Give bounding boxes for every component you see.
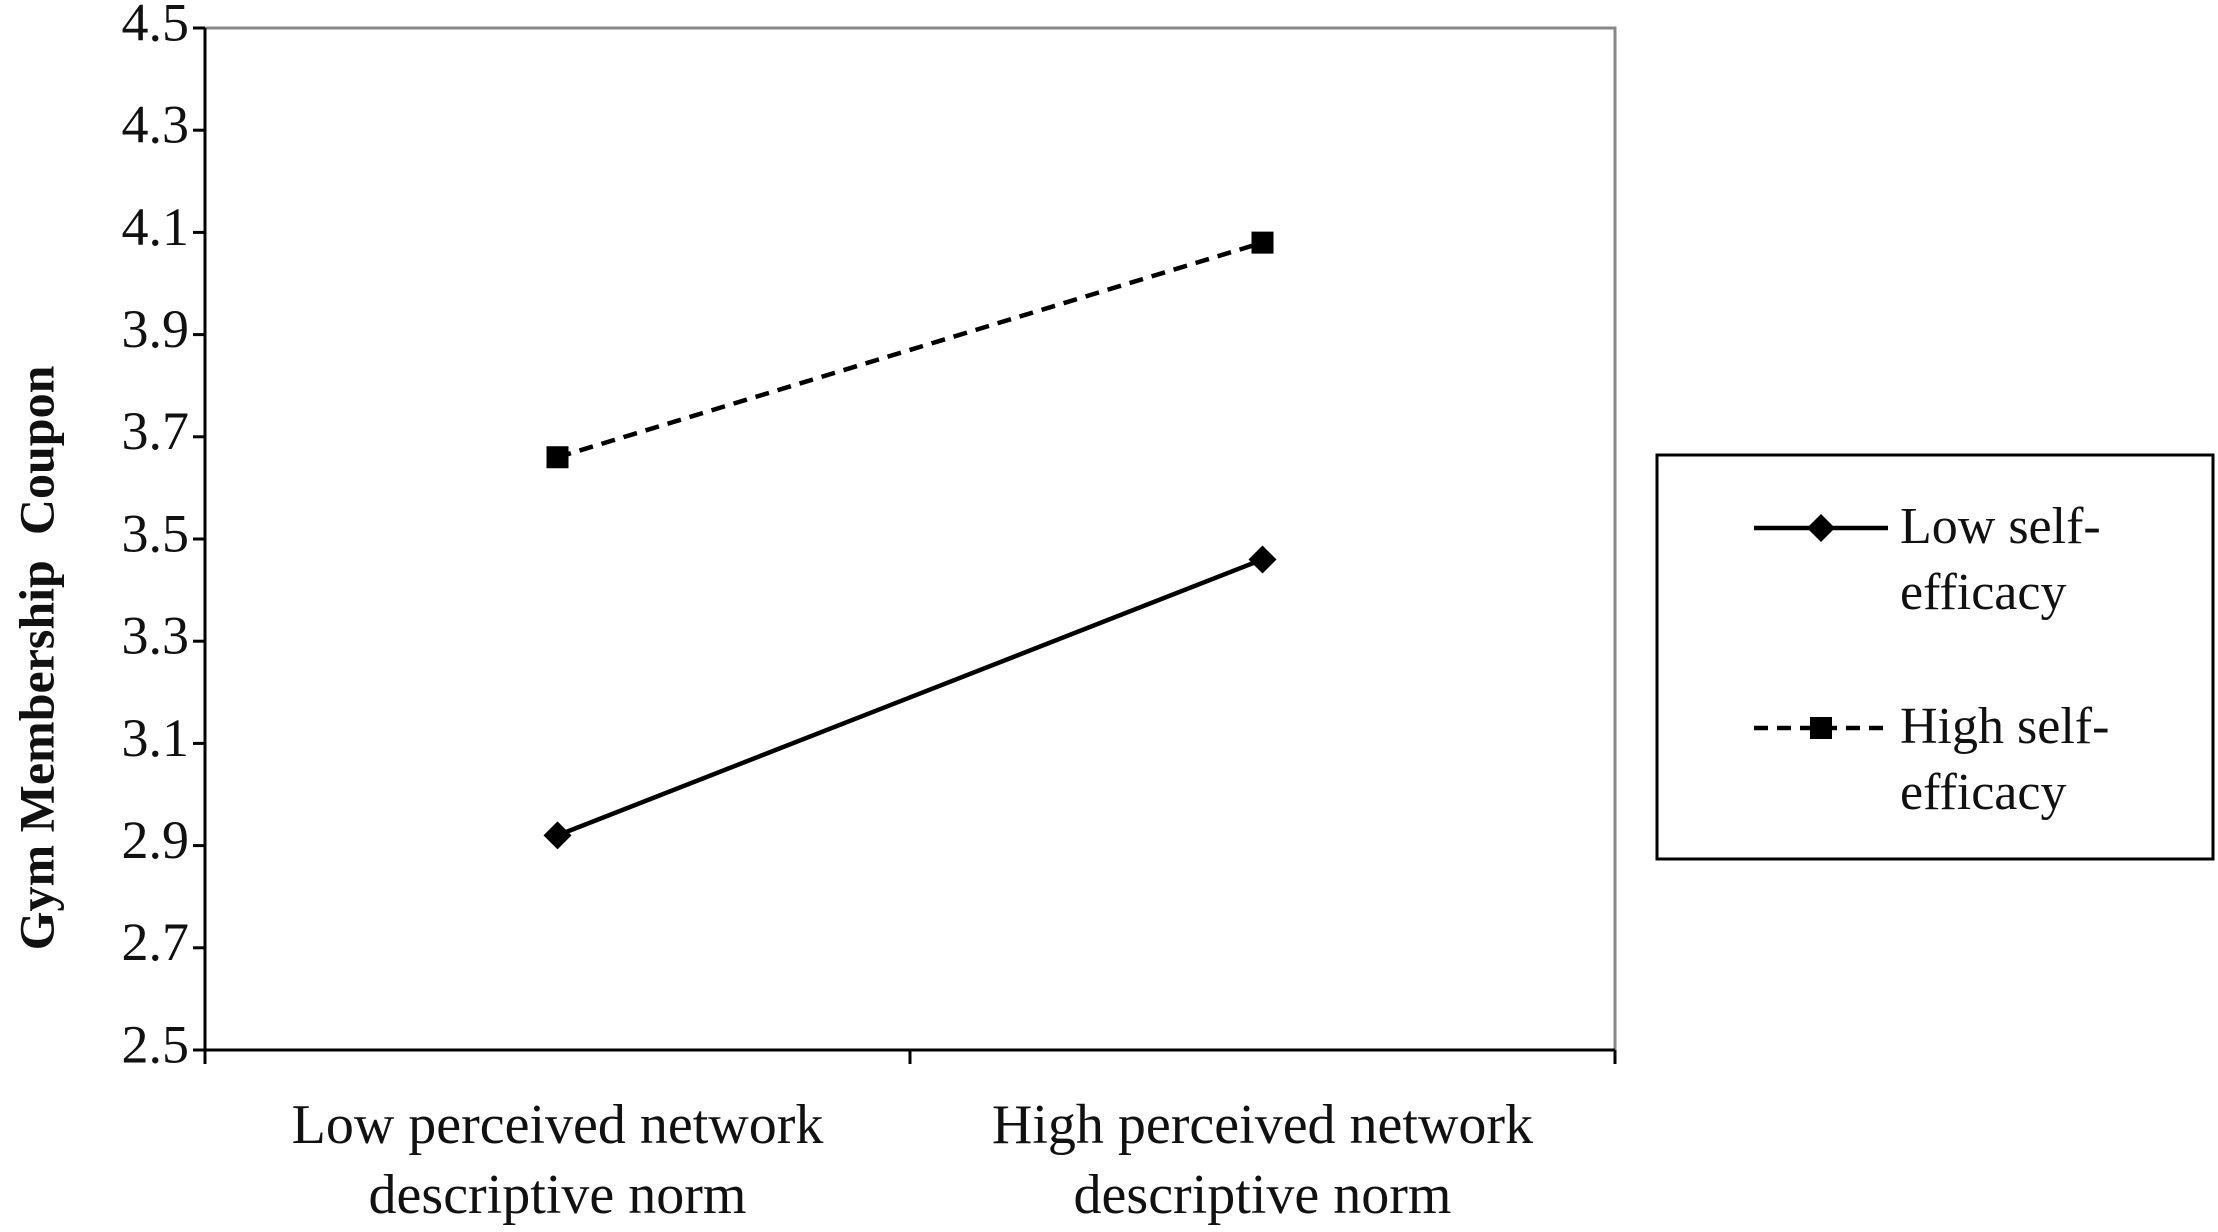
y-tick-label: 4.1 (122, 197, 190, 257)
series-line (556, 240, 1264, 460)
marker (1251, 231, 1274, 254)
y-tick-label: 3.9 (122, 299, 190, 359)
marker (546, 446, 569, 469)
marker (1248, 545, 1277, 574)
y-axis-title: Gym Membership Coupon (8, 365, 64, 950)
y-tick-label: 2.5 (122, 1014, 190, 1074)
legend-marker (1807, 514, 1835, 542)
legend-box (1655, 453, 2215, 861)
y-tick-label: 3.3 (122, 606, 190, 666)
legend-label: Low self-efficacy (1900, 498, 2101, 621)
legend-label: High self-efficacy (1900, 698, 2110, 821)
series-line (556, 557, 1264, 838)
y-tick-label: 2.7 (122, 912, 190, 972)
x-tick-label: High perceived network descriptive norm (991, 1094, 1534, 1226)
x-tick-label: Low perceived network descriptive norm (291, 1094, 824, 1226)
marker (543, 821, 572, 850)
y-tick-label: 3.7 (122, 401, 190, 461)
y-tick-label: 4.5 (122, 0, 190, 52)
y-tick-label: 4.3 (122, 95, 190, 155)
y-tick-label: 3.5 (122, 503, 190, 563)
legend-marker (1810, 717, 1832, 739)
plot-frame (203, 26, 1617, 1052)
y-tick-label: 3.1 (122, 708, 190, 768)
y-tick-label: 2.9 (122, 810, 190, 870)
